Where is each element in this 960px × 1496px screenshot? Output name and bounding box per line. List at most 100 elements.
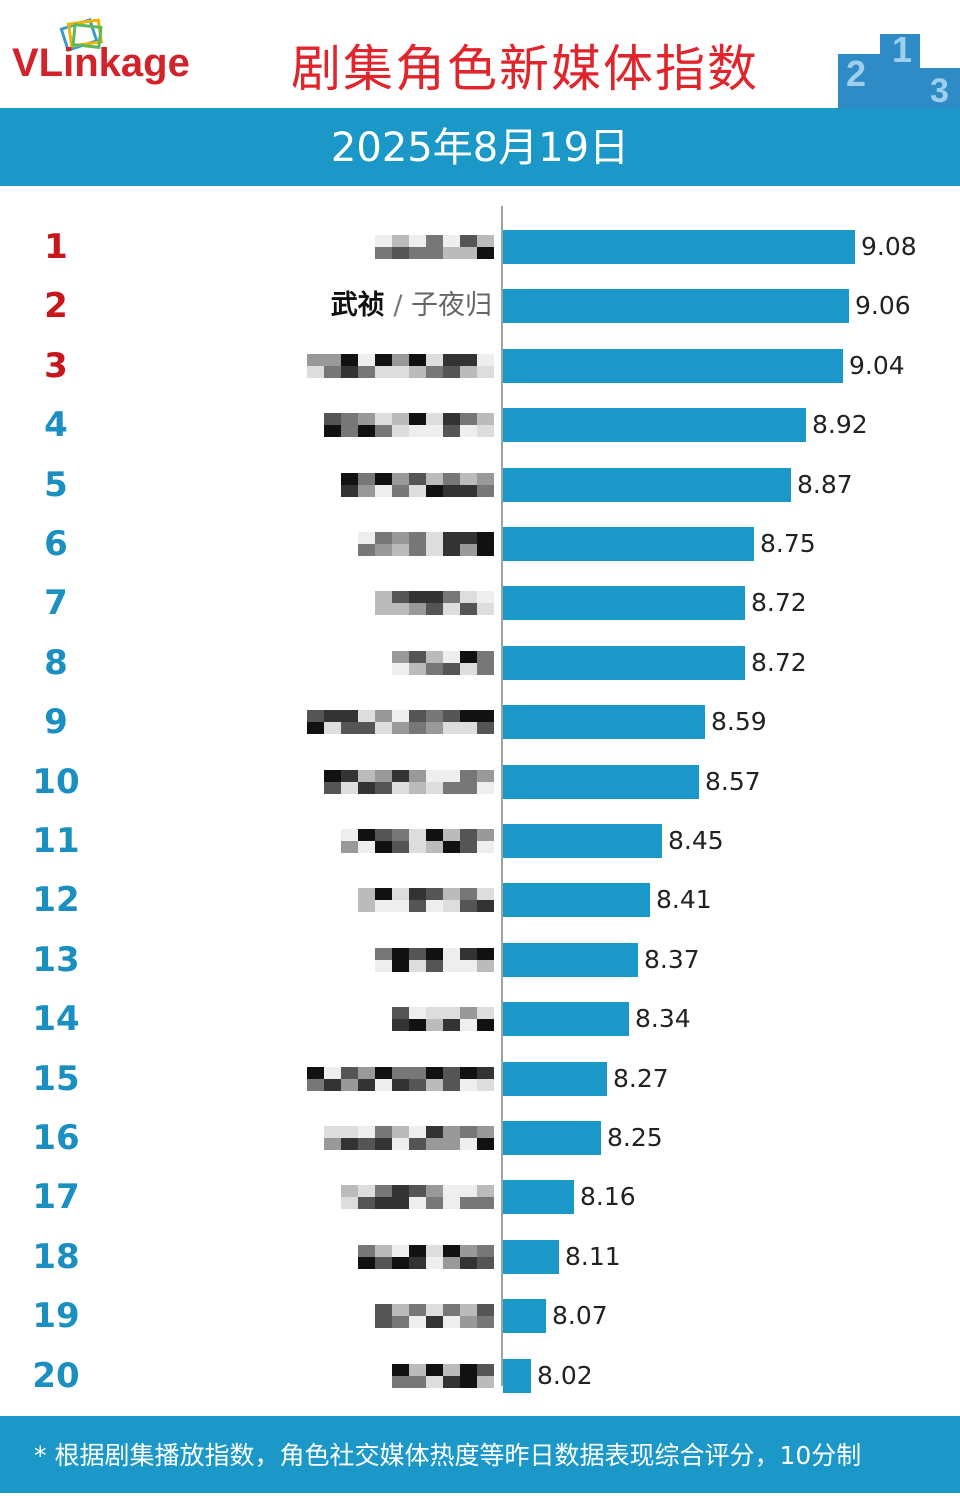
mosaic-pixel bbox=[409, 353, 426, 366]
mosaic-pixel bbox=[324, 425, 341, 438]
chart-row: 5 8.87 bbox=[0, 455, 960, 515]
mosaic-pixel bbox=[375, 1185, 392, 1198]
mosaic-pixel bbox=[392, 947, 409, 960]
mosaic-pixel bbox=[392, 650, 409, 663]
rank-label: 1 bbox=[44, 227, 68, 267]
bar-value-label: 8.37 bbox=[644, 944, 700, 974]
mosaic-pixel bbox=[477, 829, 494, 841]
mosaic-pixel bbox=[426, 1126, 443, 1138]
actor-name: 子夜归 bbox=[411, 290, 492, 322]
censored-label bbox=[358, 532, 494, 556]
chart-row: 19 8.07 bbox=[0, 1286, 960, 1346]
mosaic-pixel bbox=[341, 365, 358, 378]
mosaic-pixel bbox=[409, 472, 426, 485]
mosaic-pixel bbox=[426, 1304, 443, 1317]
mosaic-pixel bbox=[358, 829, 375, 841]
mosaic-pixel bbox=[443, 425, 460, 438]
mosaic-pixel bbox=[477, 247, 494, 259]
mosaic-pixel bbox=[409, 413, 426, 426]
mosaic-pixel bbox=[409, 235, 426, 247]
mosaic-pixel bbox=[409, 1197, 426, 1210]
mosaic-pixel bbox=[460, 769, 477, 782]
mosaic-pixel bbox=[477, 1197, 494, 1210]
mosaic-pixel bbox=[426, 888, 443, 901]
mosaic-pixel bbox=[392, 781, 409, 794]
mosaic-pixel bbox=[409, 781, 426, 794]
bar bbox=[503, 408, 806, 443]
mosaic-pixel bbox=[409, 1304, 426, 1317]
mosaic-pixel bbox=[443, 650, 460, 663]
mosaic-pixel bbox=[392, 1138, 409, 1150]
mosaic-pixel bbox=[460, 1019, 477, 1032]
mosaic-pixel bbox=[443, 722, 460, 735]
y-axis-line bbox=[501, 206, 503, 1386]
mosaic-pixel bbox=[358, 1066, 375, 1079]
mosaic-pixel bbox=[375, 544, 392, 556]
mosaic-pixel bbox=[443, 365, 460, 378]
mosaic-pixel bbox=[460, 710, 477, 723]
mosaic-pixel bbox=[460, 1138, 477, 1150]
mosaic-pixel bbox=[460, 841, 477, 853]
bar bbox=[503, 348, 843, 383]
mosaic-pixel bbox=[392, 769, 409, 782]
mosaic-pixel bbox=[375, 1256, 392, 1269]
mosaic-pixel bbox=[426, 1066, 443, 1079]
mosaic-pixel bbox=[324, 413, 341, 426]
mosaic-pixel bbox=[324, 353, 341, 366]
rank-label: 6 bbox=[44, 524, 68, 564]
mosaic-pixel bbox=[460, 662, 477, 675]
mosaic-pixel bbox=[477, 1138, 494, 1150]
mosaic-pixel bbox=[307, 1066, 324, 1079]
mosaic-pixel bbox=[392, 900, 409, 913]
mosaic-pixel bbox=[375, 532, 392, 544]
mosaic-pixel bbox=[375, 722, 392, 735]
chart-row: 15 8.27 bbox=[0, 1049, 960, 1109]
mosaic-pixel bbox=[392, 888, 409, 901]
mosaic-pixel bbox=[375, 710, 392, 723]
mosaic-pixel bbox=[477, 425, 494, 438]
bar bbox=[503, 705, 705, 740]
chart-row: 7 8.72 bbox=[0, 573, 960, 633]
mosaic-pixel bbox=[409, 603, 426, 616]
mosaic-pixel bbox=[477, 544, 494, 556]
mosaic-pixel bbox=[358, 722, 375, 735]
bar bbox=[503, 645, 745, 680]
bar bbox=[503, 586, 745, 621]
mosaic-pixel bbox=[477, 781, 494, 794]
mosaic-pixel bbox=[375, 769, 392, 782]
mosaic-pixel bbox=[358, 841, 375, 853]
mosaic-pixel bbox=[477, 888, 494, 901]
rank-label: 3 bbox=[44, 345, 68, 386]
mosaic-pixel bbox=[375, 425, 392, 438]
role-name: 武祯 bbox=[330, 290, 385, 322]
chart-row: 2 武祯 / 子夜归 9.06 bbox=[0, 276, 960, 336]
mosaic-pixel bbox=[443, 1316, 460, 1329]
mosaic-pixel bbox=[477, 662, 494, 675]
mosaic-pixel bbox=[426, 900, 443, 913]
mosaic-pixel bbox=[358, 472, 375, 485]
bar-value-label: 8.16 bbox=[580, 1182, 636, 1212]
rank-label: 14 bbox=[32, 999, 80, 1040]
mosaic-pixel bbox=[358, 1078, 375, 1091]
bar-value-label: 8.75 bbox=[760, 529, 816, 558]
mosaic-pixel bbox=[392, 235, 409, 247]
mosaic-pixel bbox=[443, 888, 460, 901]
mosaic-pixel bbox=[477, 603, 494, 616]
mosaic-pixel bbox=[392, 1066, 409, 1079]
mosaic-pixel bbox=[426, 1316, 443, 1329]
mosaic-pixel bbox=[477, 353, 494, 366]
bar bbox=[503, 1121, 601, 1155]
mosaic-pixel bbox=[392, 1197, 409, 1210]
mosaic-pixel bbox=[375, 1316, 392, 1329]
mosaic-pixel bbox=[477, 1256, 494, 1269]
mosaic-pixel bbox=[460, 947, 477, 960]
mosaic-pixel bbox=[443, 662, 460, 675]
mosaic-pixel bbox=[443, 1019, 460, 1032]
mosaic-pixel bbox=[409, 769, 426, 782]
mosaic-pixel bbox=[392, 710, 409, 723]
censored-label bbox=[392, 1007, 494, 1032]
mosaic-pixel bbox=[460, 1007, 477, 1020]
mosaic-pixel bbox=[341, 1078, 358, 1091]
mosaic-pixel bbox=[426, 365, 443, 378]
bar bbox=[503, 942, 638, 977]
